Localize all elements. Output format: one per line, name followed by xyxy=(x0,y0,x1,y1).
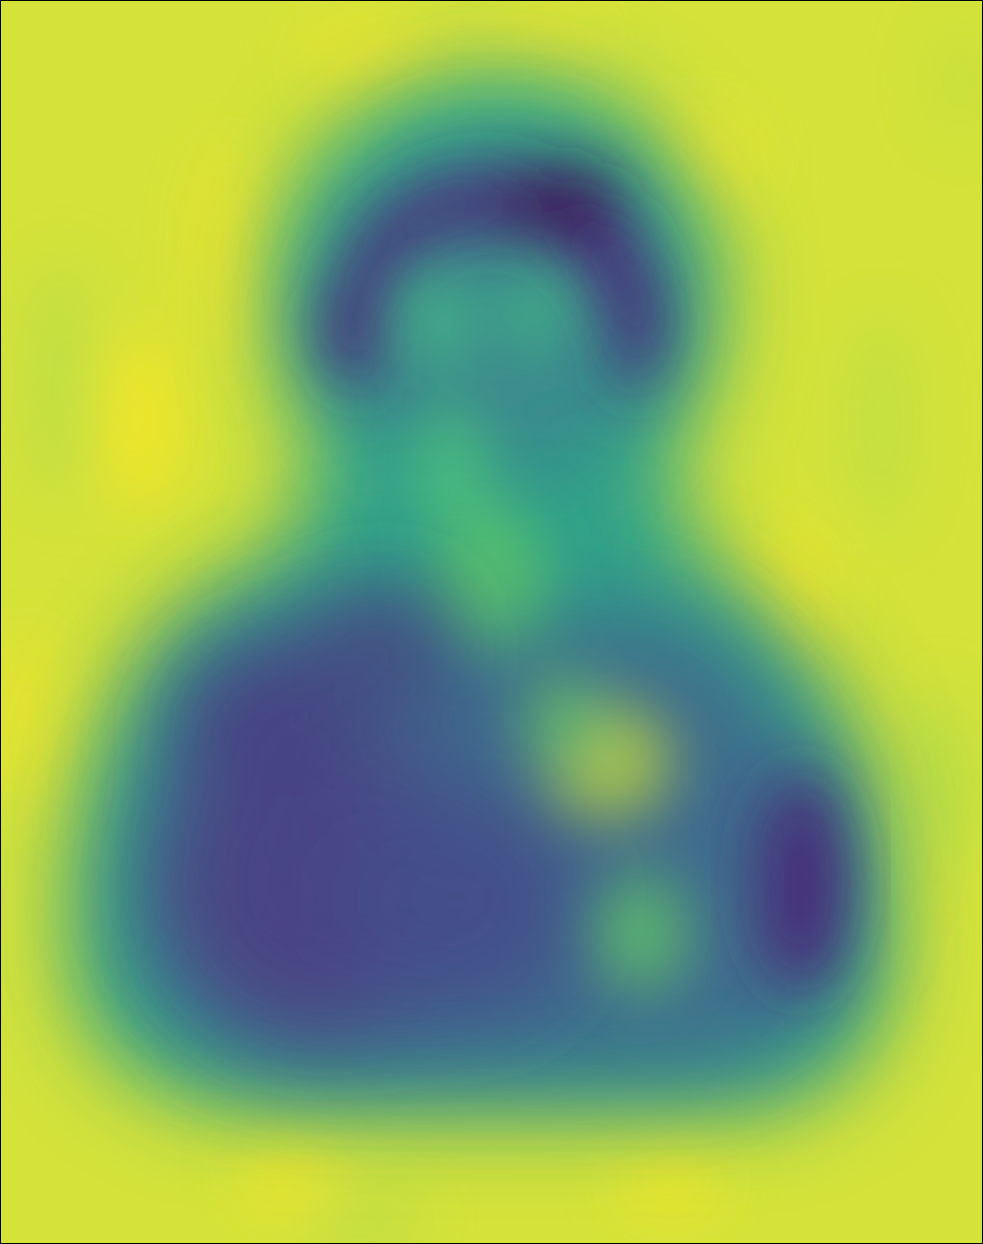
hair-dark-region xyxy=(321,166,666,394)
soft-vignette xyxy=(161,591,821,1051)
background-ripples xyxy=(1,11,982,1243)
